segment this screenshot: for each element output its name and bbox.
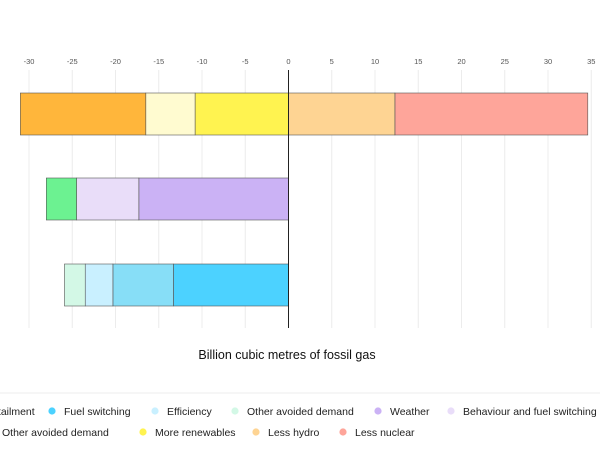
legend-label: Fuel switching	[64, 406, 131, 418]
bar-segment	[84, 263, 114, 307]
bar-segment	[288, 92, 396, 136]
legend-swatch	[374, 407, 382, 415]
x-tick-label: 15	[414, 57, 422, 66]
legend-swatch	[139, 428, 147, 436]
legend-swatch	[48, 407, 56, 415]
bar-segment	[138, 177, 289, 221]
legend-label: Less hydro	[268, 427, 320, 439]
x-tick-label: 20	[457, 57, 465, 66]
bar-segment	[145, 92, 196, 136]
legend-label: Less nuclear	[355, 427, 415, 439]
x-tick-label: 30	[544, 57, 552, 66]
bar-segment	[112, 263, 174, 307]
legend-swatch	[231, 407, 239, 415]
legend-swatch	[151, 407, 159, 415]
legend-label: Weather	[390, 406, 430, 418]
x-axis-title: Billion cubic metres of fossil gas	[198, 348, 375, 362]
bar-segment	[45, 177, 77, 221]
bar-segment	[173, 263, 289, 307]
legend-label: Behaviour and fuel switching	[463, 406, 597, 418]
x-tick-label: -30	[24, 57, 35, 66]
legend-swatch	[252, 428, 260, 436]
bar-segment	[20, 92, 147, 136]
x-tick-label: 10	[371, 57, 379, 66]
x-tick-label: -20	[110, 57, 121, 66]
legend: Curtailment Fuel switching Efficiency Other…	[0, 406, 597, 439]
legend-label: More renewables	[155, 427, 236, 439]
x-tick-label: -10	[197, 57, 208, 66]
bar-segment	[64, 263, 86, 307]
x-tick-label: -15	[153, 57, 164, 66]
x-tick-label: 35	[587, 57, 595, 66]
bar-segment	[394, 92, 589, 136]
x-tick-label: -25	[67, 57, 78, 66]
x-tick-label: 5	[330, 57, 334, 66]
legend-label: Curtailment	[0, 406, 35, 418]
legend-label: Efficiency	[167, 406, 212, 418]
legend-swatch	[447, 407, 455, 415]
bar-segment	[76, 177, 140, 221]
legend-label: Other avoided demand	[2, 427, 109, 439]
x-tick-labels: -30 -25 -20 -15 -10 -5 0 5 10 15 20 25 30 35	[24, 57, 596, 66]
x-tick-label: -5	[242, 57, 249, 66]
x-tick-label: 25	[501, 57, 509, 66]
legend-swatch	[339, 428, 347, 436]
bar-segment	[194, 92, 289, 136]
legend-label: Other avoided demand	[247, 406, 354, 418]
x-tick-label: 0	[286, 57, 290, 66]
bars	[20, 92, 589, 307]
